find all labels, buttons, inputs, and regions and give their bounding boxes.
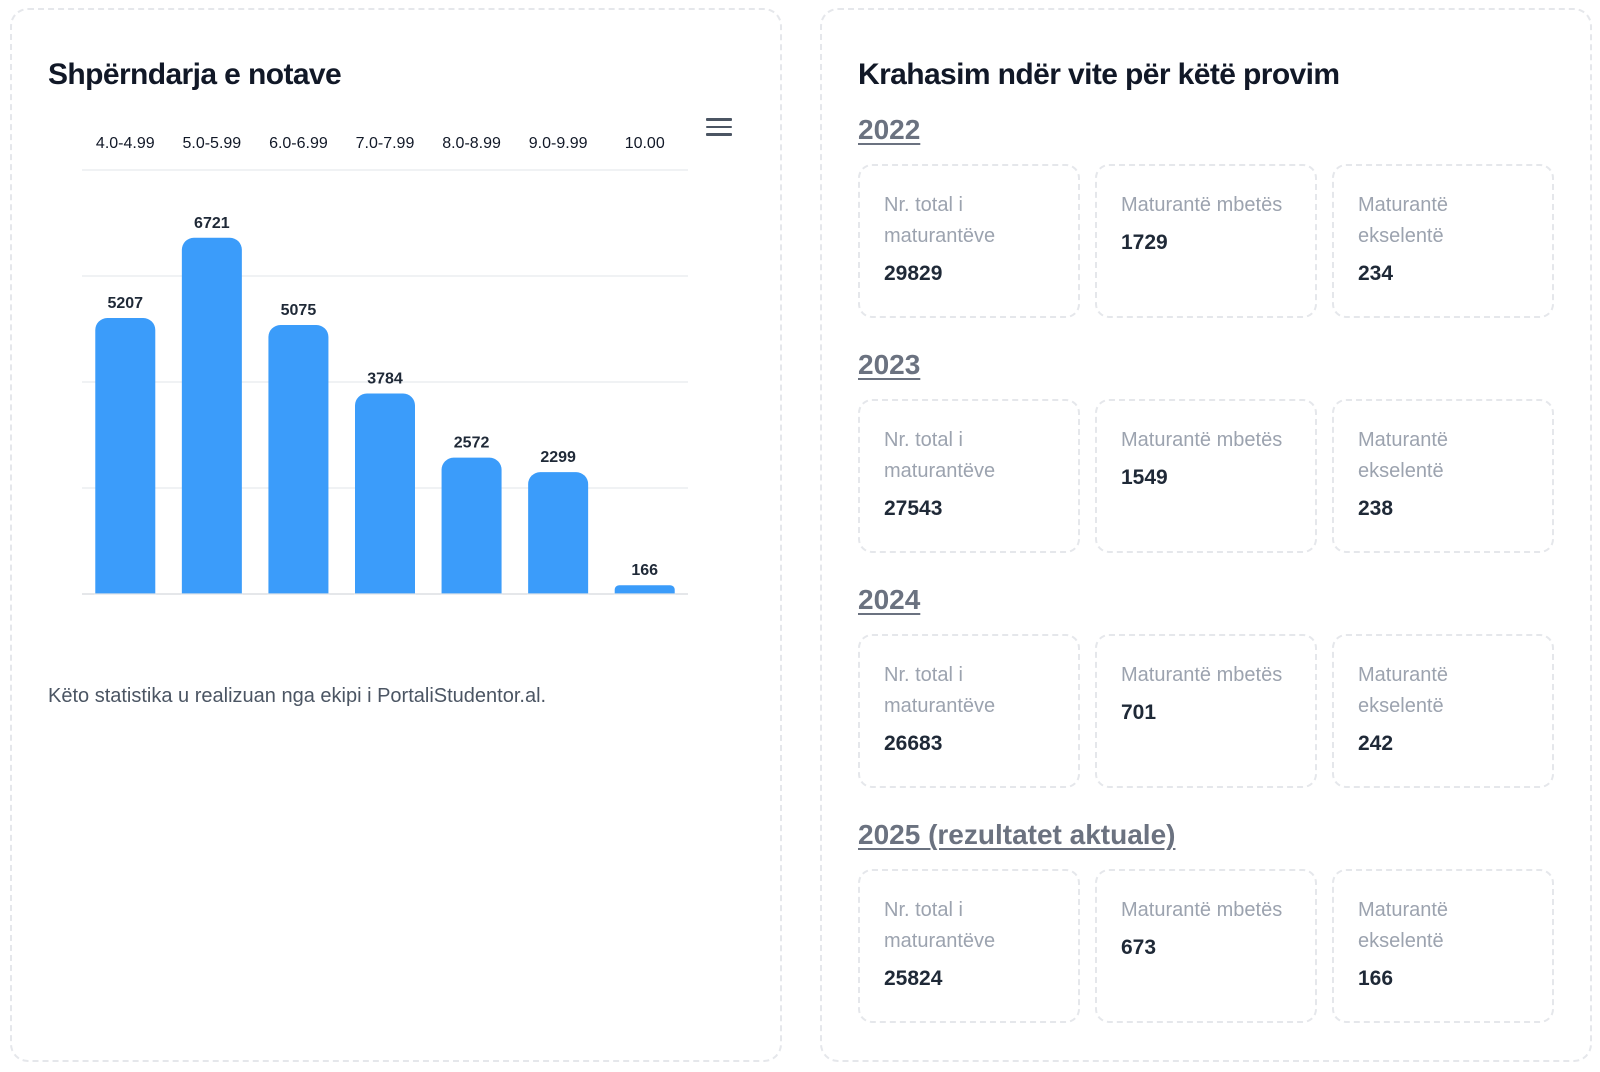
stat-card-failed-2022: Maturantë mbetës 1729 bbox=[1095, 164, 1317, 318]
stat-value: 29829 bbox=[884, 262, 943, 285]
x-axis-tick-label: 4.0-4.99 bbox=[96, 135, 155, 152]
year-heading-2022[interactable]: 2022 bbox=[858, 114, 921, 145]
x-axis-tick-label: 9.0-9.99 bbox=[529, 135, 588, 152]
stat-value: 1729 bbox=[1121, 231, 1168, 254]
stat-card-total-2024: Nr. total i maturantëve 26683 bbox=[858, 634, 1080, 788]
grade-distribution-chart: 4.0-4.99 5207 5.0-5.99 6721 6.0-6.99 5075 7.0-… bbox=[12, 10, 784, 650]
year-heading-2023[interactable]: 2023 bbox=[858, 349, 921, 380]
stat-label: Maturantë ekselentë bbox=[1358, 429, 1449, 482]
stat-card-failed-2024: Maturantë mbetës 701 bbox=[1095, 634, 1317, 788]
stat-value: 673 bbox=[1121, 936, 1157, 959]
stat-label: Maturantë ekselentë bbox=[1358, 194, 1449, 247]
x-axis-tick-label: 10.00 bbox=[625, 135, 665, 152]
stat-label: Maturantë mbetës bbox=[1121, 429, 1283, 451]
stat-card-excellent-2024: Maturantë ekselentë 242 bbox=[1332, 634, 1554, 788]
year-comparison-panel: Krahasim ndër vite për këtë provim 2022 … bbox=[820, 8, 1592, 1062]
stat-label: Nr. total i maturantëve bbox=[884, 899, 996, 952]
x-axis-tick-label: 8.0-8.99 bbox=[442, 135, 501, 152]
stat-label: Maturantë ekselentë bbox=[1358, 664, 1449, 717]
x-axis-tick-label: 7.0-7.99 bbox=[356, 135, 415, 152]
chart-bar-base-mask bbox=[267, 594, 330, 609]
stat-value: 166 bbox=[1358, 967, 1394, 990]
year-comparison-title: Krahasim ndër vite për këtë provim bbox=[858, 58, 1340, 91]
year-heading-2024[interactable]: 2024 bbox=[858, 584, 921, 615]
x-axis-tick-label: 6.0-6.99 bbox=[269, 135, 328, 152]
stat-label: Nr. total i maturantëve bbox=[884, 194, 996, 247]
stat-value: 26683 bbox=[884, 732, 943, 755]
chart-bar-base-mask bbox=[527, 594, 590, 609]
stat-label: Maturantë mbetës bbox=[1121, 899, 1283, 921]
stat-card-excellent-2023: Maturantë ekselentë 238 bbox=[1332, 399, 1554, 553]
stat-label: Nr. total i maturantëve bbox=[884, 429, 996, 482]
chart-bar bbox=[528, 472, 589, 606]
chart-bar-base-mask bbox=[354, 594, 416, 609]
stat-label: Nr. total i maturantëve bbox=[884, 664, 996, 717]
chart-svg: 4.0-4.99 5207 5.0-5.99 6721 6.0-6.99 5075 7.0-… bbox=[82, 135, 688, 609]
chart-bar-base-mask bbox=[180, 594, 243, 609]
stat-value: 242 bbox=[1358, 732, 1394, 755]
stat-value: 27543 bbox=[884, 497, 943, 520]
stat-value: 701 bbox=[1121, 701, 1157, 724]
chart-menu-icon[interactable] bbox=[704, 114, 734, 140]
chart-bar-base-mask bbox=[440, 594, 503, 609]
bar-data-label: 5075 bbox=[281, 302, 317, 319]
bar-data-label: 5207 bbox=[107, 295, 143, 312]
stat-value: 1549 bbox=[1121, 466, 1168, 489]
stat-value: 234 bbox=[1358, 262, 1394, 285]
stat-value: 238 bbox=[1358, 497, 1394, 520]
bar-data-label: 2299 bbox=[540, 449, 576, 466]
year-heading-2025[interactable]: 2025 (rezultatet aktuale) bbox=[858, 819, 1176, 850]
bar-data-label: 166 bbox=[631, 562, 658, 579]
grade-distribution-title: Shpërndarja e notave bbox=[48, 58, 342, 91]
bar-data-label: 6721 bbox=[194, 215, 230, 232]
stat-card-excellent-2025: Maturantë ekselentë 166 bbox=[1332, 869, 1554, 1023]
stat-card-failed-2023: Maturantë mbetës 1549 bbox=[1095, 399, 1317, 553]
stat-label: Maturantë mbetës bbox=[1121, 194, 1283, 216]
stat-card-total-2023: Nr. total i maturantëve 27543 bbox=[858, 399, 1080, 553]
chart-bar-base-mask bbox=[94, 594, 157, 609]
stat-card-failed-2025: Maturantë mbetës 673 bbox=[1095, 869, 1317, 1023]
stat-card-total-2022: Nr. total i maturantëve 29829 bbox=[858, 164, 1080, 318]
stat-label: Maturantë mbetës bbox=[1121, 664, 1283, 686]
chart-bar bbox=[181, 237, 242, 607]
credit-text: Këto statistika u realizuan nga ekipi i … bbox=[48, 685, 547, 707]
chart-bar-base-mask bbox=[613, 594, 676, 601]
stat-value: 25824 bbox=[884, 967, 943, 990]
bar-data-label: 2572 bbox=[454, 435, 490, 452]
grade-distribution-panel: Shpërndarja e notave 4.0-4.99 5207 5.0-5.9… bbox=[10, 8, 782, 1062]
chart-bar bbox=[268, 325, 329, 606]
stat-card-excellent-2022: Maturantë ekselentë 234 bbox=[1332, 164, 1554, 318]
stat-card-total-2025: Nr. total i maturantëve 25824 bbox=[858, 869, 1080, 1023]
bar-data-label: 3784 bbox=[367, 370, 403, 387]
chart-bar bbox=[95, 318, 156, 606]
chart-bar bbox=[441, 457, 502, 606]
x-axis-tick-label: 5.0-5.99 bbox=[182, 135, 241, 152]
chart-bar bbox=[355, 393, 415, 606]
stat-label: Maturantë ekselentë bbox=[1358, 899, 1449, 952]
